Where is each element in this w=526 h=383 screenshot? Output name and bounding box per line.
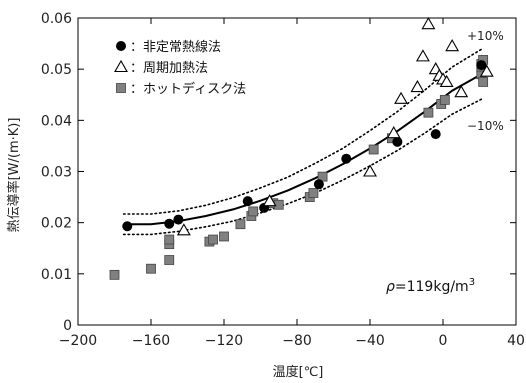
data-points — [109, 17, 494, 280]
data-point-series-0 — [392, 136, 403, 147]
legend-label-0: ：非定常熱線法 — [130, 39, 221, 55]
y-tick-label: 0 — [63, 318, 72, 334]
x-tick-label: −200 — [59, 333, 97, 349]
data-point-series-1 — [363, 164, 377, 177]
data-point-series-1 — [176, 223, 191, 236]
data-point-series-2 — [478, 77, 489, 87]
lower-band-label: −10% — [467, 119, 504, 133]
data-point-series-1 — [410, 79, 425, 93]
density-superscript: 3 — [469, 277, 475, 288]
legend-label-1: ：周期加熱法 — [130, 61, 208, 76]
curves — [122, 47, 484, 236]
data-point-series-0 — [430, 129, 441, 140]
data-point-series-0 — [476, 60, 487, 71]
legend-marker-1 — [114, 59, 128, 73]
x-axis-label: 温度[℃] — [273, 364, 324, 380]
data-point-series-1 — [479, 64, 494, 77]
data-point-series-1 — [454, 85, 469, 98]
density-symbol: ρ — [386, 279, 395, 295]
y-tick-label: 0.06 — [41, 11, 72, 27]
legend: ：非定常熱線法 ：周期加熱法 ：ホットディスク法 — [114, 39, 246, 97]
density-annotation: ρ=119kg/m3 — [386, 277, 475, 295]
density-value: =119kg/m — [395, 279, 469, 295]
data-point-series-1 — [421, 17, 436, 30]
y-tick-label: 0.01 — [41, 267, 72, 283]
data-point-series-2 — [164, 255, 175, 265]
data-point-series-2 — [235, 219, 246, 230]
data-point-series-2 — [308, 188, 319, 198]
y-axis-label: 熱伝導率[W/(m·K)] — [6, 118, 22, 233]
data-point-series-0 — [242, 196, 253, 207]
data-point-series-2 — [146, 263, 156, 274]
data-point-series-2 — [109, 269, 120, 280]
legend-marker-0 — [116, 41, 126, 51]
x-tick-label: −80 — [282, 333, 312, 349]
lower-band-curve — [122, 97, 484, 236]
data-point-series-2 — [439, 94, 450, 105]
data-point-series-2 — [248, 206, 259, 217]
data-point-series-1 — [439, 74, 454, 88]
x-tick-label: 0 — [439, 333, 448, 349]
upper-band-label: +10% — [467, 29, 504, 43]
data-point-series-1 — [262, 194, 277, 207]
data-point-series-0 — [313, 179, 324, 190]
data-point-series-0 — [164, 218, 175, 229]
x-tick-label: 40 — [507, 333, 525, 349]
axes: −200 −160 −120 −80 −40 0 40 0 0.01 0.02 0.03 0.04 0.… — [41, 11, 525, 349]
data-point-series-2 — [164, 234, 175, 245]
data-point-series-0 — [122, 221, 133, 232]
data-point-series-2 — [219, 231, 229, 242]
x-tick-label: −160 — [132, 333, 170, 349]
data-point-series-1 — [386, 126, 401, 139]
x-tick-label: −40 — [355, 333, 385, 349]
x-tick-label: −120 — [205, 333, 243, 349]
data-point-series-1 — [445, 39, 460, 52]
y-tick-label: 0.04 — [41, 113, 72, 129]
data-point-series-2 — [208, 234, 218, 245]
y-tick-label: 0.02 — [41, 216, 72, 232]
data-point-series-1 — [394, 91, 408, 104]
data-point-series-2 — [423, 107, 434, 118]
data-point-series-0 — [173, 214, 184, 225]
data-point-series-0 — [341, 153, 352, 164]
data-point-series-2 — [368, 144, 379, 155]
legend-label-2: ：ホットディスク法 — [130, 81, 246, 97]
upper-band-curve — [122, 47, 484, 215]
legend-marker-2 — [116, 83, 126, 93]
y-tick-label: 0.05 — [41, 62, 72, 78]
data-point-series-1 — [415, 49, 430, 62]
y-tick-label: 0.03 — [41, 165, 72, 181]
